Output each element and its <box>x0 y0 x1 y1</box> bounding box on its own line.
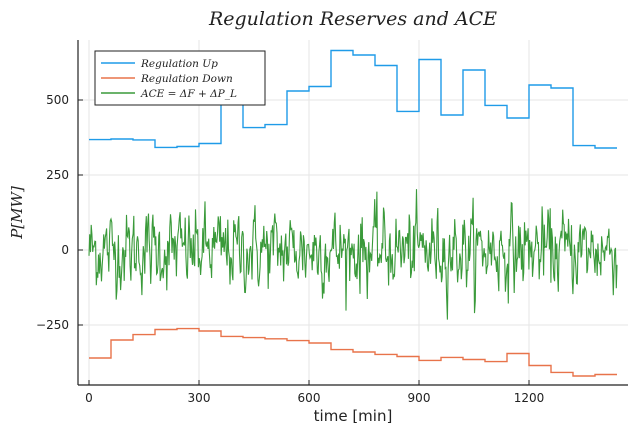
x-tick-label-3: 900 <box>408 391 431 405</box>
x-tick-label-4: 1200 <box>514 391 545 405</box>
legend-label-1: Regulation Down <box>140 73 233 85</box>
y-axis-label: P[MW] <box>8 186 26 240</box>
series-line-1 <box>89 327 617 377</box>
series-layer <box>88 49 618 377</box>
chart-title: Regulation Reserves and ACE <box>208 8 497 30</box>
legend-box <box>94 50 266 106</box>
ticks: 0 300 600 900 1200 −250 0 250 500 <box>36 93 544 405</box>
x-tick-label-1: 300 <box>188 391 211 405</box>
legend-label-0: Regulation Up <box>140 58 218 70</box>
x-tick-label-0: 0 <box>85 391 93 405</box>
series-line-0 <box>89 49 617 149</box>
y-tick-label-1: 0 <box>61 243 69 257</box>
axes <box>77 40 628 386</box>
series-line-2 <box>88 189 618 320</box>
y-tick-label-3: 500 <box>46 93 69 107</box>
y-tick-label-0: −250 <box>36 318 69 332</box>
x-tick-label-2: 600 <box>298 391 321 405</box>
y-tick-label-2: 250 <box>46 168 69 182</box>
legend: Regulation Up Regulation Down ACE = ΔF + Δ… <box>94 50 266 106</box>
legend-label-2: ACE = ΔF + ΔP_L <box>140 88 237 100</box>
x-axis-label: time [min] <box>314 407 393 425</box>
